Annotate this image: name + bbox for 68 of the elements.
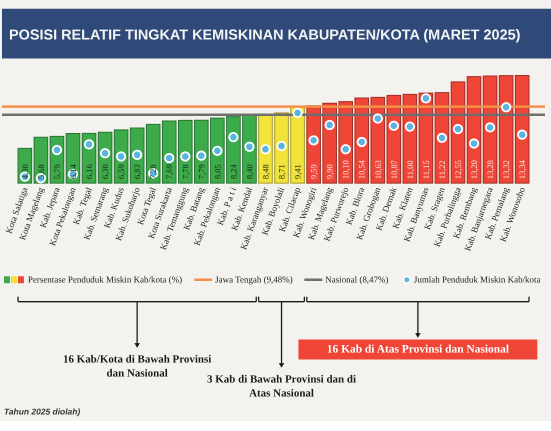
data-label: 6,14: [68, 164, 78, 180]
data-label: 8,48: [260, 164, 270, 180]
point: [180, 151, 190, 162]
point: [260, 144, 271, 154]
point: [484, 122, 496, 133]
data-label: 4,30: [20, 164, 30, 180]
data-label: 8,40: [244, 164, 254, 180]
data-label: 7,69: [164, 164, 174, 180]
data-label: 11,15: [420, 160, 431, 180]
point: [500, 102, 512, 112]
data-label: 12,55: [452, 160, 463, 180]
point: [356, 136, 367, 148]
point: [276, 140, 287, 152]
data-label: 11,22: [436, 160, 447, 180]
point: [420, 93, 432, 104]
data-label: 10,63: [372, 160, 383, 180]
data-label: 6,83: [132, 164, 142, 180]
data-label: 10,10: [340, 160, 351, 180]
text: Tahun 2025 diolah): [4, 406, 80, 416]
point: [116, 151, 126, 162]
data-label: 6,30: [100, 164, 110, 180]
data-label: 5,79: [52, 164, 62, 180]
data-label: 5,68: [36, 164, 46, 180]
point: [340, 144, 351, 154]
point: [132, 150, 142, 160]
point: [308, 135, 319, 146]
data-label: 7,78: [180, 164, 190, 180]
legend-label: Nasional (8,47%): [325, 274, 388, 285]
point: [292, 108, 303, 118]
data-label: 6,59: [116, 164, 126, 180]
legend-label: Jawa Tengah (9,48%): [215, 274, 293, 285]
point: [100, 148, 110, 158]
point: [228, 132, 239, 142]
point: [452, 124, 464, 134]
data-label: 10,54: [356, 159, 367, 180]
data-label: 13,28: [485, 160, 496, 180]
data-label: 6,16: [84, 164, 94, 180]
point: [388, 120, 399, 131]
point: [404, 121, 415, 132]
data-label: 13,32: [501, 160, 512, 180]
point: [468, 138, 480, 149]
point: [212, 146, 222, 156]
point: [372, 113, 383, 124]
legend-label: Jumlah Penduduk Miskin Kab/kota: [414, 274, 540, 285]
data-label: 9,41: [292, 164, 303, 180]
point: [196, 150, 206, 161]
data-label: 8,24: [228, 164, 238, 180]
chart-title: POSISI RELATIF TINGKAT KEMISKINAN KABUPATEN/KOTA (MARET 2025): [8, 28, 521, 44]
data-label: 10,87: [388, 160, 399, 180]
point: [517, 130, 528, 140]
data-label: 7,79: [196, 164, 206, 180]
data-label: 9,59: [308, 164, 319, 180]
point: [436, 132, 448, 144]
text: 3 Kab di Bawah Provinsi dan di Atas Nasional: [207, 373, 356, 400]
data-label: 7,28: [148, 164, 158, 180]
data-label: 13,34: [517, 159, 528, 180]
data-label: 9,90: [324, 164, 335, 180]
data-label: 8,05: [212, 164, 222, 180]
data-label: 11,00: [404, 160, 415, 180]
point: [52, 144, 62, 156]
data-label: 13,20: [469, 160, 480, 180]
legend-label: Persentase Penduduk Miskin Kab/kota (%): [28, 274, 182, 285]
text: 16 Kab di Atas Provinsi dan Nasional: [326, 343, 509, 356]
point: [324, 120, 335, 130]
data-label: 8,71: [276, 164, 287, 180]
point: [84, 139, 94, 150]
point: [164, 152, 174, 164]
point: [244, 142, 255, 152]
